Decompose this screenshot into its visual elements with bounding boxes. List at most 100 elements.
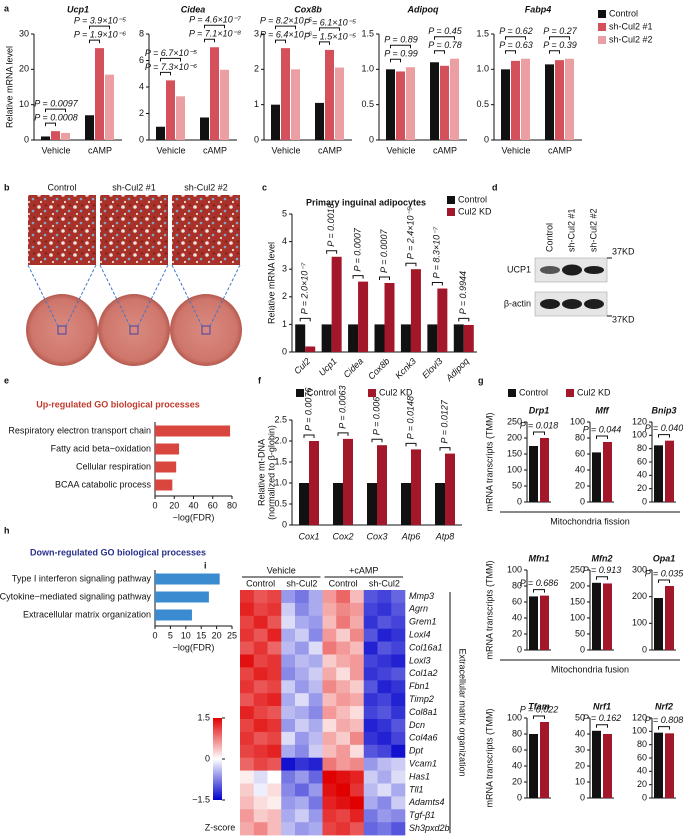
y-tick-label: 20 — [575, 760, 585, 770]
significance-bracket — [505, 50, 516, 54]
p-value: P = 0.808 — [645, 715, 683, 725]
heatmap-cell — [363, 757, 378, 771]
y-tick-label: 300 — [632, 564, 647, 574]
heatmap-cell — [253, 731, 268, 746]
heatmap-cell — [350, 706, 365, 720]
x-tick-label: Cox2 — [332, 531, 353, 541]
heatmap-cell — [391, 796, 406, 810]
significance-bracket — [658, 434, 670, 438]
x-tick-label: 40 — [188, 500, 198, 510]
zoom-line — [27, 264, 59, 327]
p-value: P = 0.45 — [428, 26, 462, 36]
bar — [430, 62, 439, 141]
bar — [435, 483, 445, 525]
y-tick-label: 2.0 — [274, 435, 287, 445]
heatmap-cell — [322, 809, 337, 823]
chart-title: Opa1 — [653, 553, 676, 563]
y-tick-label: 60 — [637, 752, 647, 762]
y-tick-label: 0 — [580, 644, 585, 654]
heatmap-cell — [363, 719, 378, 733]
heatmap-cell — [377, 628, 392, 642]
heatmap-cell — [267, 706, 282, 720]
chart-title: Primary inguinal adipocytes — [306, 197, 426, 207]
heatmap-cell — [363, 706, 378, 720]
x-tick-label: cAMP — [203, 145, 227, 155]
y-tick-label: 0 — [517, 496, 522, 506]
heatmap-cell — [322, 719, 337, 733]
chart-title: Bnip3 — [651, 405, 676, 415]
heatmap-cell — [308, 783, 323, 797]
heatmap-cell — [391, 693, 406, 707]
bar — [309, 441, 319, 525]
heatmap-cell — [281, 744, 296, 758]
heatmap-cell — [308, 706, 323, 720]
heatmap-cell — [267, 783, 282, 797]
y-tick-label: 0 — [282, 346, 287, 356]
bar — [200, 117, 209, 140]
legend-swatch — [296, 389, 304, 397]
panel-label: b — [4, 182, 10, 192]
significance-bracket — [596, 576, 608, 580]
y-tick-label: 80 — [637, 739, 647, 749]
significance-bracket — [596, 435, 608, 439]
heatmap-cell — [295, 693, 310, 707]
y-axis-label: Relative mRNA level — [4, 46, 14, 128]
zoom-line — [209, 264, 241, 327]
heatmap-cell — [391, 615, 406, 629]
p-value: P = 0.022 — [520, 704, 558, 714]
bar — [155, 425, 231, 437]
legend-swatch — [508, 389, 516, 397]
heatmap-cell — [308, 809, 323, 823]
y-tick-label: 100 — [570, 612, 585, 622]
y-tick-label: 100 — [632, 618, 647, 628]
y-tick-label: 5 — [282, 208, 287, 218]
heatmap-cell — [350, 590, 365, 604]
heatmap-cell — [308, 628, 323, 642]
heatmap-cell — [281, 796, 296, 810]
colorbar — [213, 718, 222, 800]
culture-dish — [98, 294, 170, 366]
y-axis-label: mRNA transcripts (TMM) — [484, 412, 494, 511]
y-tick-label: 150 — [570, 596, 585, 606]
heatmap-cell — [308, 667, 323, 681]
y-tick-label: 100 — [507, 564, 522, 574]
bar — [41, 136, 50, 140]
x-tick-label: cAMP — [548, 145, 572, 155]
heatmap-cell — [322, 731, 337, 746]
heatmap-cell — [253, 770, 268, 784]
p-value: P = 0.0007 — [352, 227, 362, 271]
significance-bracket — [458, 317, 470, 322]
p-value: P = 4.6×10⁻⁷ — [189, 15, 241, 25]
y-tick-label: 40 — [512, 760, 522, 770]
heatmap-cell — [391, 770, 406, 784]
heatmap-cell — [253, 641, 268, 655]
chart-title: Mfn1 — [529, 553, 550, 563]
legend-label: sh-Cul2 #2 — [609, 34, 653, 44]
row-label: Vcam1 — [409, 759, 437, 769]
chart-title: Up-regulated GO biological processes — [36, 399, 200, 409]
image-label: sh-Cul2 #2 — [184, 182, 228, 192]
bar — [453, 324, 464, 352]
heatmap-cell — [336, 615, 351, 629]
y-axis-label: Relative mt-DNA — [256, 439, 266, 506]
p-value: P = 0.0018 — [326, 203, 336, 246]
chart-title: Cidea — [181, 4, 206, 14]
panel-label: e — [4, 375, 9, 385]
heatmap-cell — [336, 654, 351, 668]
heatmap-cell — [295, 590, 310, 604]
heatmap-cell — [391, 706, 406, 720]
x-tick-label: 5 — [168, 630, 173, 640]
x-tick-label: Cox3 — [366, 531, 387, 541]
blot-band — [540, 299, 560, 309]
heatmap-cell — [336, 809, 351, 823]
heatmap-cell — [240, 809, 255, 823]
heatmap-cell — [281, 667, 296, 681]
p-value: P = 1.5×10⁻⁵ — [304, 31, 356, 41]
bar — [565, 58, 574, 140]
heatmap-cell — [322, 654, 337, 668]
heatmap-cell — [308, 822, 323, 836]
heatmap-cell — [322, 706, 337, 720]
p-value: P = 8.2×10⁻⁵ — [260, 16, 312, 26]
bar — [406, 67, 415, 140]
heatmap-cell — [295, 809, 310, 823]
